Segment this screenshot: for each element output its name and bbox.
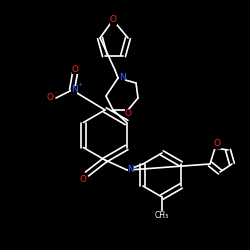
Text: -: - — [55, 89, 57, 95]
Text: O: O — [124, 108, 132, 118]
Text: +: + — [78, 82, 82, 87]
Text: N: N — [128, 166, 134, 174]
Text: O: O — [46, 94, 54, 102]
Text: O: O — [214, 140, 220, 148]
Text: N: N — [71, 86, 78, 94]
Text: N: N — [119, 72, 126, 82]
Text: O: O — [80, 174, 86, 184]
Text: O: O — [110, 16, 116, 24]
Text: O: O — [72, 64, 78, 74]
Text: CH₃: CH₃ — [155, 212, 169, 220]
